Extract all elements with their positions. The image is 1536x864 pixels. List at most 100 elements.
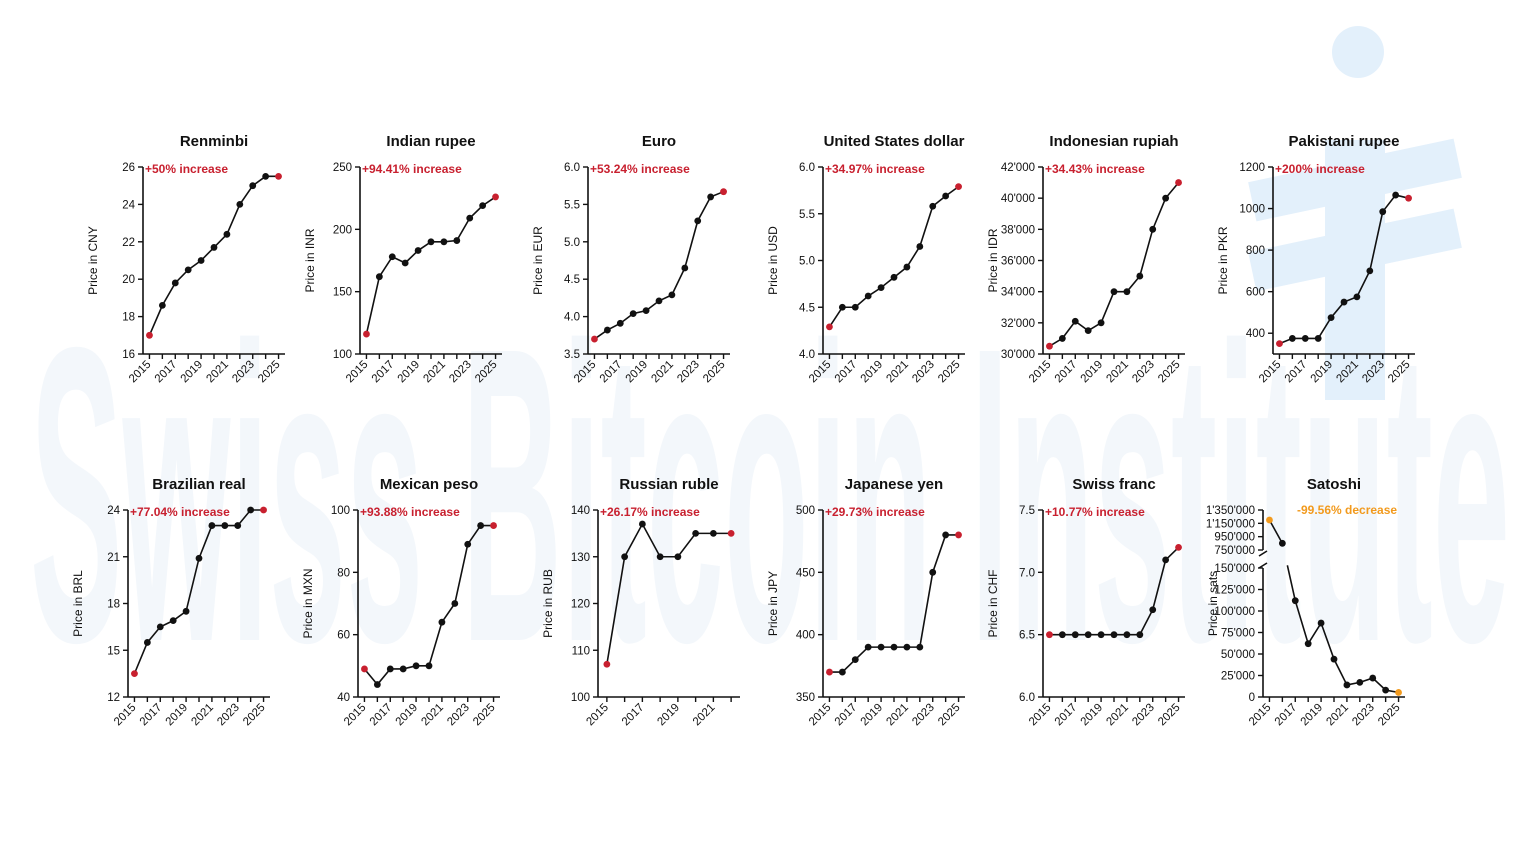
chart-mexican-peso: Mexican peso +93.88% increase 40 60 80 100 201…: [301, 476, 500, 729]
data-point: [838, 303, 846, 311]
x-tick-label: 2015: [807, 702, 834, 729]
y-tick-label: 60: [337, 630, 350, 642]
data-point: [236, 201, 244, 208]
y-tick-label: 20: [122, 274, 135, 286]
x-tick-label: 2015: [1257, 359, 1284, 386]
y-tick-label: 5.5: [799, 209, 815, 221]
data-point: [1304, 640, 1312, 648]
data-point: [616, 319, 624, 327]
x-tick-label: 2019: [394, 702, 421, 729]
y-tick-label: 130: [571, 552, 590, 564]
data-point: [221, 522, 229, 529]
data-point: [453, 237, 461, 244]
data-point: [249, 182, 257, 190]
x-tick-label: 2023: [1130, 359, 1157, 386]
x-tick-label: 2025: [1376, 702, 1403, 729]
highlight-point: [361, 665, 368, 673]
change-label: -99.56% decrease: [1297, 503, 1397, 517]
y-tick-label: 80: [337, 567, 350, 579]
data-point: [638, 520, 646, 528]
data-point: [1071, 631, 1079, 639]
chart-title: Indonesian rupiah: [1049, 133, 1178, 150]
series-line: [1049, 182, 1180, 347]
x-tick-label: 2019: [1309, 359, 1336, 386]
data-point: [709, 529, 717, 537]
data-point: [851, 656, 859, 663]
axis-break-mark: [1258, 550, 1268, 557]
bitcoin-logo-icon: [1248, 26, 1462, 400]
data-point: [208, 522, 216, 529]
data-point: [1314, 335, 1322, 342]
data-point: [929, 568, 937, 576]
x-tick-label: 2019: [655, 702, 682, 729]
data-point: [223, 230, 231, 238]
x-tick-label: 2015: [572, 359, 599, 386]
x-tick-label: 2023: [447, 359, 474, 386]
x-tick-label: 2017: [153, 359, 180, 386]
change-label: +34.43% increase: [1045, 162, 1145, 176]
highlight-point: [1405, 194, 1412, 202]
x-tick-label: 2021: [421, 359, 448, 386]
data-point: [942, 192, 950, 200]
x-tick-label: 2017: [368, 702, 395, 729]
data-point: [1097, 631, 1105, 639]
chart-title: Pakistani rupee: [1289, 133, 1400, 150]
y-axis-label: Price in MXN: [301, 568, 315, 638]
x-tick-label: 2019: [624, 359, 651, 386]
data-point: [182, 607, 190, 615]
chart-panel: Indian rupee +94.41% increase 100 150 200 250…: [303, 125, 552, 425]
y-tick-label: 24: [107, 505, 120, 517]
highlight-point: [955, 531, 962, 539]
data-point: [681, 264, 689, 272]
change-label: +26.17% increase: [600, 505, 700, 519]
data-point: [156, 623, 164, 631]
x-tick-label: 2015: [344, 359, 371, 386]
chart-title: Japanese yen: [845, 476, 943, 493]
data-point: [451, 600, 459, 607]
data-point: [247, 506, 255, 514]
data-point: [1356, 678, 1364, 686]
x-tick-label: 2023: [445, 702, 472, 729]
y-tick-label: 18: [122, 312, 135, 324]
data-point: [375, 273, 383, 281]
y-tick-label: 12: [107, 692, 120, 704]
chart-panel: Pakistani rupee +200% increase 400 600 800 10…: [1216, 125, 1465, 425]
chart-panel: Satoshi -99.56% decrease 0 25'000 50'000 75'0…: [1206, 468, 1455, 768]
y-tick-label: 100'000: [1214, 606, 1255, 618]
y-tick-label: 150'000: [1214, 563, 1255, 575]
y-tick-label: 110: [572, 645, 590, 657]
highlight-point: [591, 335, 598, 343]
y-axis-label: Price in EUR: [531, 226, 545, 295]
y-axis-label: Price in CHF: [986, 569, 1000, 637]
data-point: [1149, 225, 1157, 233]
data-point: [877, 643, 885, 651]
series-line: [1268, 519, 1284, 544]
y-axis-label: Price in BRL: [71, 570, 85, 637]
x-tick-label: 2025: [936, 702, 963, 729]
data-point: [1084, 327, 1092, 335]
highlight-point: [1175, 179, 1182, 186]
x-tick-label: 2017: [1273, 702, 1300, 729]
data-point: [890, 273, 898, 281]
x-tick-label: 2021: [1334, 359, 1361, 386]
x-tick-label: 2021: [884, 702, 911, 729]
data-point: [412, 662, 420, 670]
series-line: [133, 509, 264, 674]
y-tick-label: 32'000: [1001, 318, 1035, 330]
data-point: [169, 617, 177, 625]
chart-title: Indian rupee: [386, 133, 475, 150]
y-tick-label: 750'000: [1214, 545, 1255, 557]
x-tick-label: 2019: [859, 702, 886, 729]
data-point: [629, 310, 637, 318]
data-point: [143, 639, 151, 646]
highlight-point: [492, 193, 499, 201]
data-point: [171, 279, 179, 287]
series-line: [829, 534, 959, 673]
y-tick-label: 15: [107, 645, 120, 657]
axis-break-mark: [1258, 562, 1268, 569]
x-tick-label: 2021: [1324, 702, 1351, 729]
chart-panel: Russian ruble +26.17% increase 100 110 120 13…: [541, 468, 790, 768]
data-point: [929, 202, 937, 210]
highlight-point: [363, 330, 370, 338]
